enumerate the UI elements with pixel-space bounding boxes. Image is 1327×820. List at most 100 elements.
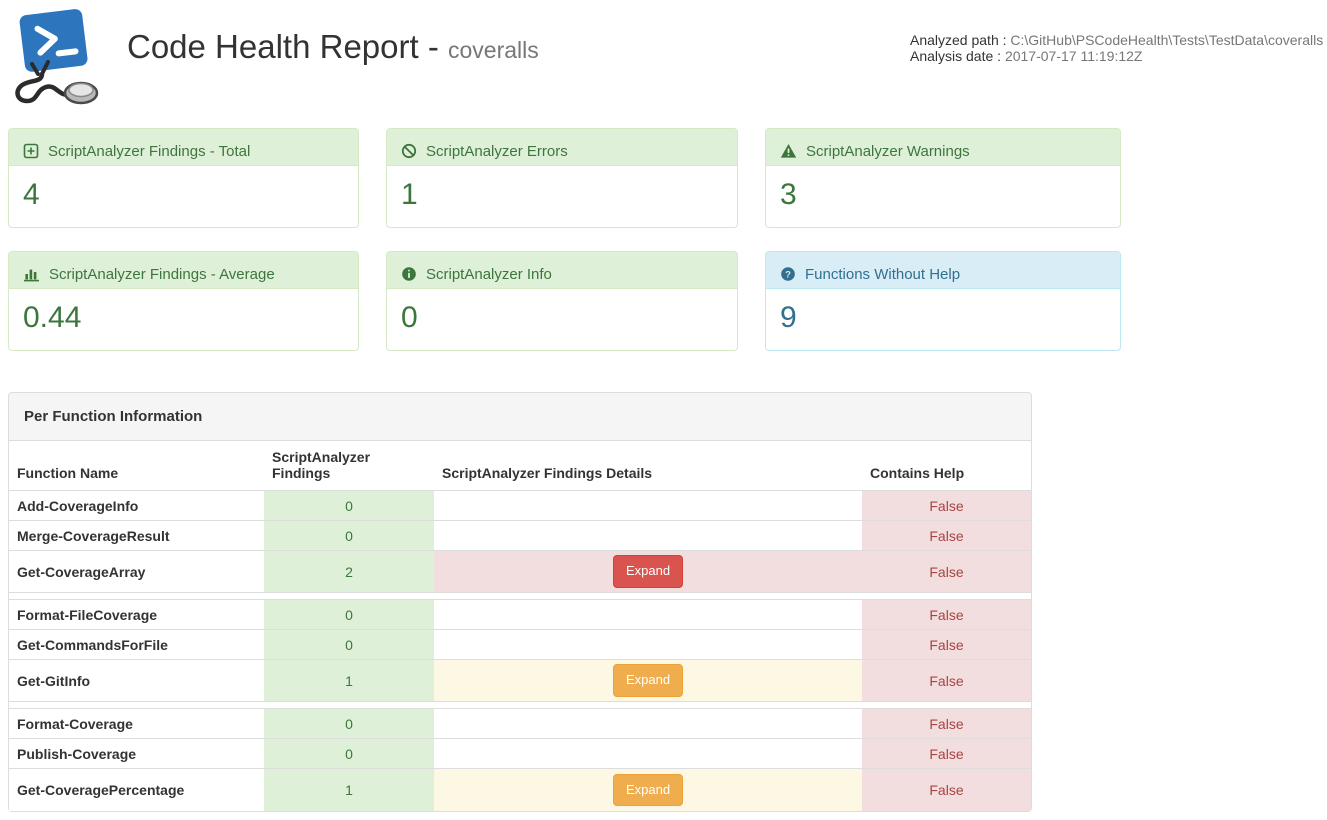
panel-title: Per Function Information — [9, 393, 1031, 441]
card-title: ScriptAnalyzer Findings - Average — [49, 265, 275, 283]
function-name-cell: Format-Coverage — [9, 708, 264, 739]
svg-text:?: ? — [785, 269, 791, 280]
findings-count-cell: 0 — [264, 708, 434, 739]
summary-card-findings-total: ScriptAnalyzer Findings - Total 4 — [8, 128, 359, 228]
report-subtitle: coveralls — [448, 37, 539, 63]
card-heading: ScriptAnalyzer Info — [387, 252, 737, 289]
card-title: ScriptAnalyzer Errors — [426, 142, 568, 160]
findings-count-cell: 1 — [264, 768, 434, 811]
function-table: Function Name ScriptAnalyzer Findings Sc… — [9, 441, 1031, 811]
card-heading: ScriptAnalyzer Errors — [387, 129, 737, 166]
summary-card-findings-average: ScriptAnalyzer Findings - Average 0.44 — [8, 251, 359, 351]
summary-card-info: ScriptAnalyzer Info 0 — [386, 251, 738, 351]
analyzed-path-label: Analyzed path : — [910, 32, 1007, 48]
findings-details-cell — [434, 629, 862, 660]
summary-card-warnings: ScriptAnalyzer Warnings 3 — [765, 128, 1121, 228]
per-function-panel: Per Function Information Function Name S… — [8, 392, 1032, 812]
findings-details-cell: Expand — [434, 659, 862, 702]
contains-help-cell: False — [862, 738, 1031, 769]
findings-details-cell: Expand — [434, 550, 862, 593]
findings-details-cell — [434, 520, 862, 551]
analyzed-path-value: C:\GitHub\PSCodeHealth\Tests\TestData\co… — [1010, 32, 1324, 48]
function-name-cell: Format-FileCoverage — [9, 599, 264, 630]
findings-count-cell: 1 — [264, 659, 434, 702]
findings-count-cell: 0 — [264, 629, 434, 660]
table-header-row: Function Name ScriptAnalyzer Findings Sc… — [9, 441, 1031, 491]
analysis-date-value: 2017-07-17 11:19:12Z — [1004, 48, 1143, 64]
findings-count-cell: 2 — [264, 550, 434, 593]
col-findings-details: ScriptAnalyzer Findings Details — [434, 441, 862, 491]
report-title-text: Code Health Report - — [127, 28, 439, 65]
analyzed-path-line: Analyzed path : C:\GitHub\PSCodeHealth\T… — [910, 32, 1323, 48]
powershell-stethoscope-logo — [8, 8, 106, 108]
summary-cards: ScriptAnalyzer Findings - Total 4 Script… — [8, 128, 1319, 351]
summary-card-errors: ScriptAnalyzer Errors 1 — [386, 128, 738, 228]
table-row-merge-coverageresult: Merge-CoverageResult 0 False — [9, 520, 1031, 551]
col-function-name: Function Name — [9, 441, 264, 491]
card-title: ScriptAnalyzer Warnings — [806, 142, 970, 160]
col-scriptanalyzer-findings: ScriptAnalyzer Findings — [264, 441, 434, 491]
findings-details-cell: Expand — [434, 768, 862, 811]
function-name-cell: Get-GitInfo — [9, 659, 264, 702]
analysis-meta: Analyzed path : C:\GitHub\PSCodeHealth\T… — [910, 32, 1323, 64]
contains-help-cell: False — [862, 768, 1031, 811]
card-value: 3 — [780, 178, 797, 211]
card-value: 9 — [780, 301, 797, 334]
function-name-cell: Get-CoveragePercentage — [9, 768, 264, 811]
findings-details-cell — [434, 490, 862, 521]
findings-count-cell: 0 — [264, 520, 434, 551]
expand-button[interactable]: Expand — [612, 773, 684, 806]
summary-card-functions-without-help: ? Functions Without Help 9 — [765, 251, 1121, 351]
plus-square-icon — [23, 143, 39, 159]
info-circle-icon — [402, 267, 416, 281]
card-title: Functions Without Help — [805, 265, 961, 283]
findings-count-cell: 0 — [264, 599, 434, 630]
function-name-cell: Publish-Coverage — [9, 738, 264, 769]
table-row-publish-coverage: Publish-Coverage 0 False — [9, 738, 1031, 769]
analysis-date-line: Analysis date : 2017-07-17 11:19:12Z — [910, 48, 1323, 64]
col-contains-help: Contains Help — [862, 441, 1031, 491]
table-row-add-coverageinfo: Add-CoverageInfo 0 False — [9, 490, 1031, 521]
warning-triangle-icon — [780, 144, 797, 158]
card-value: 4 — [23, 178, 40, 211]
contains-help-cell: False — [862, 520, 1031, 551]
function-name-cell: Get-CommandsForFile — [9, 629, 264, 660]
card-title: ScriptAnalyzer Info — [426, 265, 552, 283]
card-value: 0.44 — [23, 301, 82, 334]
function-name-cell: Add-CoverageInfo — [9, 490, 264, 521]
contains-help-cell: False — [862, 659, 1031, 702]
function-name-cell: Get-CoverageArray — [9, 550, 264, 593]
findings-details-cell — [434, 708, 862, 739]
contains-help-cell: False — [862, 490, 1031, 521]
findings-count-cell: 0 — [264, 490, 434, 521]
table-row-get-coveragepercentage: Get-CoveragePercentage 1 Expand False — [9, 768, 1031, 811]
analysis-date-label: Analysis date : — [910, 48, 1002, 64]
contains-help-cell: False — [862, 708, 1031, 739]
expand-button[interactable]: Expand — [612, 664, 684, 697]
card-heading: ? Functions Without Help — [766, 252, 1120, 289]
function-name-cell: Merge-CoverageResult — [9, 520, 264, 551]
table-row-format-coverage: Format-Coverage 0 False — [9, 708, 1031, 739]
bar-chart-icon — [24, 269, 39, 282]
table-row-get-coveragearray: Get-CoverageArray 2 Expand False — [9, 550, 1031, 593]
table-row-format-filecoverage: Format-FileCoverage 0 False — [9, 599, 1031, 630]
card-value: 0 — [401, 301, 418, 334]
card-title: ScriptAnalyzer Findings - Total — [48, 142, 251, 160]
ban-icon — [401, 143, 417, 159]
contains-help-cell: False — [862, 599, 1031, 630]
page-title: Code Health Report - coveralls — [127, 28, 539, 66]
table-row-get-commandsforfile: Get-CommandsForFile 0 False — [9, 629, 1031, 660]
card-heading: ScriptAnalyzer Warnings — [766, 129, 1120, 166]
findings-details-cell — [434, 599, 862, 630]
report-header: Code Health Report - coveralls Analyzed … — [8, 8, 1323, 128]
table-row-get-gitinfo: Get-GitInfo 1 Expand False — [9, 659, 1031, 702]
findings-details-cell — [434, 738, 862, 769]
card-heading: ScriptAnalyzer Findings - Total — [9, 129, 358, 166]
table-group-spacer — [9, 592, 1031, 600]
expand-button[interactable]: Expand — [612, 555, 684, 588]
findings-count-cell: 0 — [264, 738, 434, 769]
table-group-spacer — [9, 701, 1031, 709]
card-heading: ScriptAnalyzer Findings - Average — [9, 252, 358, 289]
contains-help-cell: False — [862, 550, 1031, 593]
